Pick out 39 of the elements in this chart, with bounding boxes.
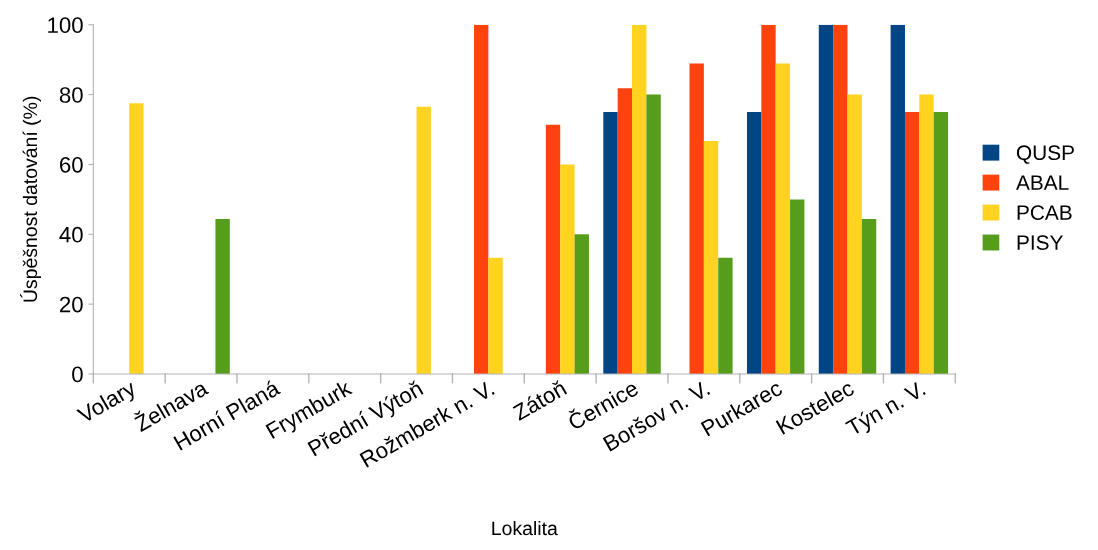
legend-label: PISY [1017,235,1063,250]
bar [818,24,834,374]
bar [474,24,489,374]
bar [761,24,776,374]
bar [617,88,633,374]
y-tick-label: 100 [48,17,83,34]
bar [416,106,431,374]
bar [574,234,589,374]
bar [560,164,575,374]
y-tick-label: 20 [60,296,83,313]
y-axis-title: Úspěšnost datování (%) [20,96,41,302]
legend-label: PCAB [1017,205,1072,220]
bar [775,63,791,374]
bar [746,112,762,374]
y-tick-label: 0 [72,366,83,383]
bar [215,218,230,374]
bar [603,112,618,374]
bar [545,124,561,374]
bar [847,94,862,374]
bar [703,141,719,374]
x-axis-title: Lokalita [492,520,558,536]
bar [890,24,905,374]
bar [646,94,661,374]
legend-label: ABAL [1016,175,1069,190]
bar [861,218,877,374]
y-tick-label: 40 [59,226,83,243]
bar [790,199,805,374]
bar [919,94,934,374]
bar [933,112,949,374]
bar [904,112,920,374]
bar [488,257,503,374]
bar [718,257,733,374]
bar [833,24,848,374]
bar [129,103,144,374]
bar [689,63,704,374]
legend-label: QUSP [1016,145,1074,164]
y-tick-label: 60 [60,156,83,173]
y-tick-label: 80 [59,87,83,103]
bar [632,24,647,374]
